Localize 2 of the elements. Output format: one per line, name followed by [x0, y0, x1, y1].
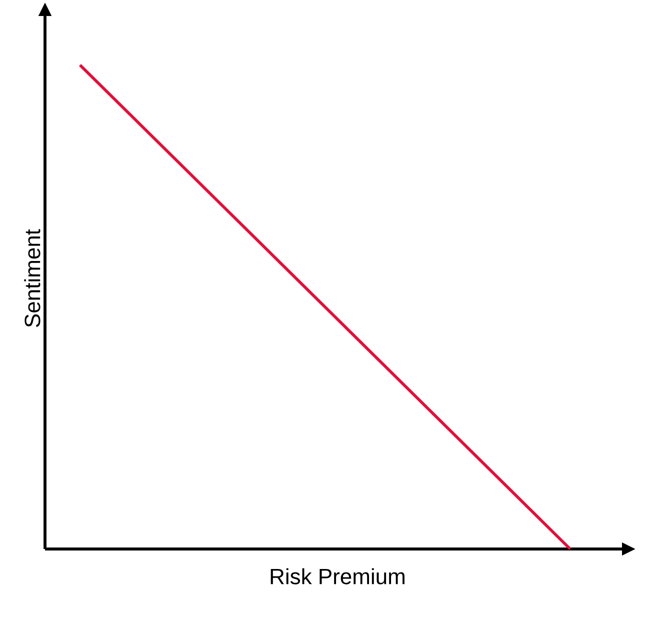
- x-axis-title: Risk Premium: [270, 568, 404, 584]
- y-axis-title: Sentiment: [24, 229, 40, 328]
